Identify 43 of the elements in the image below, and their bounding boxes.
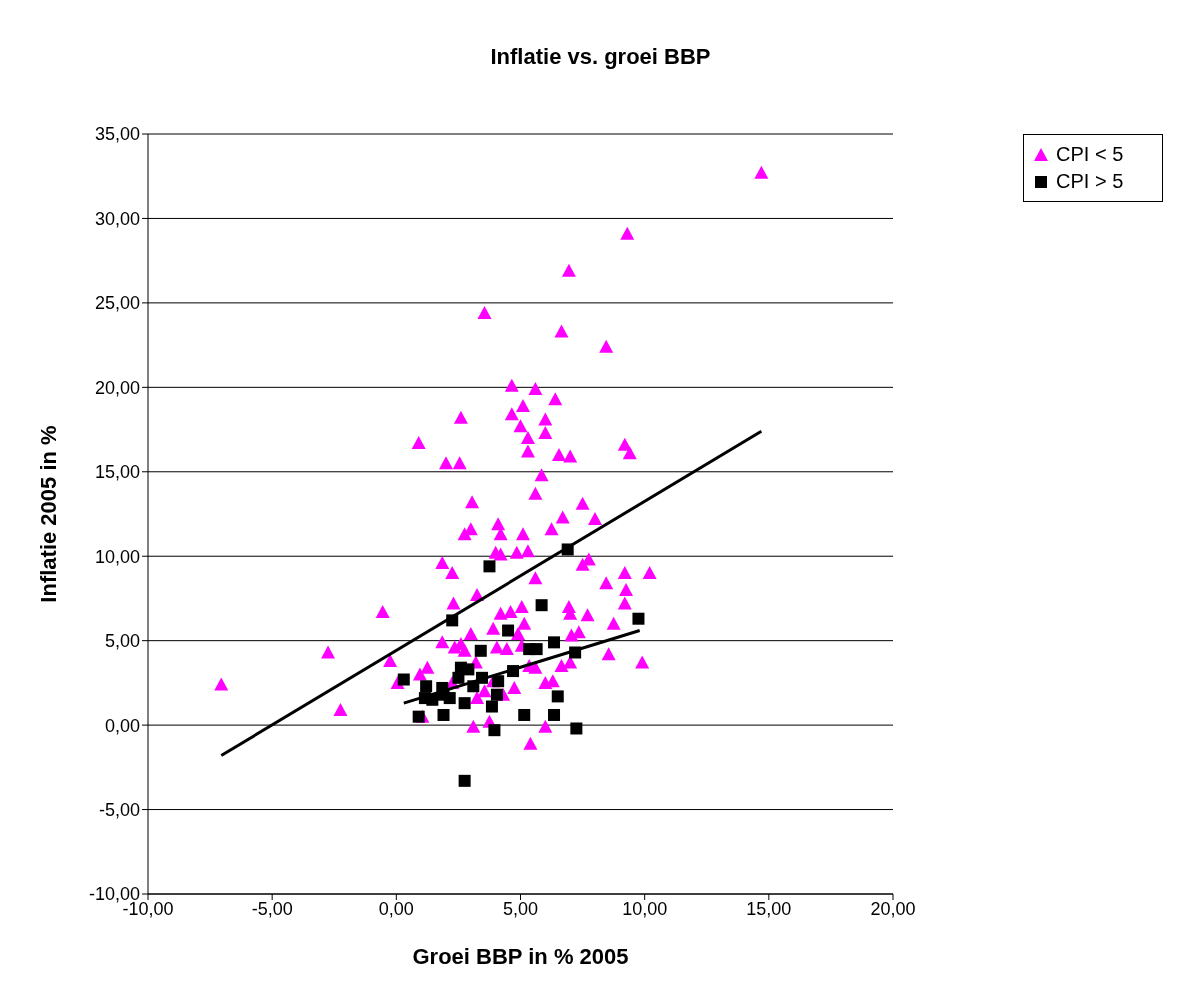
y-tick-label: 5,00: [104, 631, 140, 652]
legend-label: CPI > 5: [1056, 170, 1124, 193]
y-tick-label: 35,00: [94, 124, 140, 145]
point: [397, 673, 410, 686]
x-tick-label: 15,00: [746, 898, 792, 919]
y-tick-label: 20,00: [94, 377, 140, 398]
point: [485, 700, 498, 713]
point: [488, 724, 501, 737]
point: [437, 708, 450, 721]
point: [518, 708, 531, 721]
point: [530, 643, 543, 656]
chart-title: Inflatie vs. groei BBP: [489, 43, 712, 71]
point: [458, 774, 471, 787]
x-tick-label: -5,00: [251, 898, 293, 919]
point: [420, 680, 433, 693]
point: [474, 644, 487, 657]
y-tick-label: -5,00: [98, 799, 140, 820]
y-tick-label: 0,00: [104, 715, 140, 736]
point: [492, 675, 505, 688]
point: [632, 612, 645, 625]
legend-label: CPI < 5: [1056, 143, 1124, 166]
point: [452, 671, 465, 684]
x-tick-label: 0,00: [378, 898, 414, 919]
y-tick-label: 15,00: [94, 462, 140, 483]
x-tick-label: 10,00: [622, 898, 668, 919]
point: [535, 599, 548, 612]
point: [548, 708, 561, 721]
point: [502, 624, 515, 637]
point: [570, 722, 583, 735]
point: [458, 697, 471, 710]
point: [443, 692, 456, 705]
x-tick-label: 20,00: [870, 898, 916, 919]
y-tick-label: 25,00: [94, 293, 140, 314]
y-axis-title: Inflatie 2005 in %: [35, 425, 61, 603]
point: [551, 690, 564, 703]
x-axis-title: Groei BBP in % 2005: [412, 944, 629, 969]
x-tick-label: 5,00: [502, 898, 539, 919]
point: [490, 688, 503, 701]
point: [412, 710, 425, 723]
y-tick-label: 10,00: [94, 546, 140, 567]
point: [548, 636, 561, 649]
y-tick-label: 30,00: [94, 208, 140, 229]
point: [483, 560, 496, 573]
